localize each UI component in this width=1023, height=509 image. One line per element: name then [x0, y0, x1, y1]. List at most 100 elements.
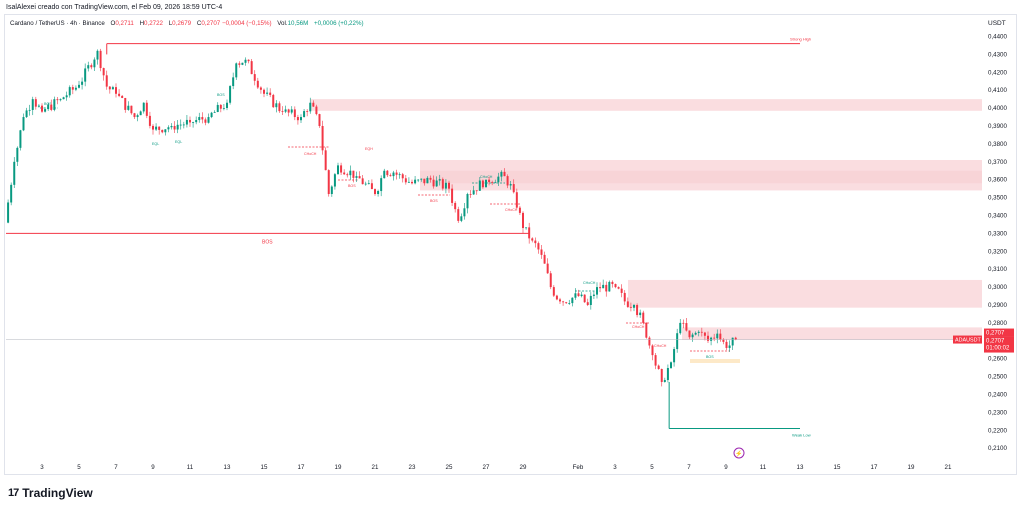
- time-tick: 13: [224, 464, 231, 471]
- legend-close-label: C: [196, 20, 202, 27]
- candle-body: [448, 182, 450, 189]
- price-tick: 0,2100: [988, 445, 1007, 452]
- candle-body: [389, 175, 392, 177]
- candle-body: [136, 115, 139, 118]
- price-tick: 0,3300: [988, 230, 1007, 237]
- symbol-label-bg: [953, 335, 982, 344]
- candle-body: [515, 192, 518, 208]
- candle-body: [404, 178, 407, 183]
- tradingview-logo-icon: 17: [8, 487, 19, 499]
- candle-body: [108, 86, 111, 90]
- candle-body: [602, 284, 605, 289]
- time-tick: 23: [409, 464, 416, 471]
- candle-body: [256, 80, 259, 88]
- candle-body: [235, 63, 238, 78]
- candle-body: [22, 117, 25, 131]
- candle-body: [592, 294, 595, 296]
- candle-body: [244, 59, 247, 63]
- candle-body: [682, 322, 685, 324]
- time-tick: 17: [871, 464, 878, 471]
- price-tick: 0,4000: [988, 105, 1007, 112]
- candle-body: [583, 294, 586, 303]
- candle-body: [312, 102, 315, 107]
- candle-body: [528, 227, 531, 239]
- candle-body: [78, 84, 80, 88]
- candle-body: [219, 104, 222, 109]
- candle-body: [374, 189, 376, 195]
- candle-body: [238, 63, 241, 65]
- legend-change-2: +0,0006 (+0,22%): [313, 20, 364, 27]
- tradingview-logo[interactable]: 17 TradingView: [8, 486, 93, 500]
- price-label-bg: [984, 336, 1014, 353]
- candle-body: [460, 216, 463, 221]
- time-tick: 27: [483, 464, 490, 471]
- candle-body: [349, 170, 352, 176]
- candle-body: [111, 87, 114, 90]
- legend-high: 0,2722: [144, 20, 163, 27]
- candle-body: [321, 126, 324, 151]
- structure-label: EQL: [152, 142, 159, 146]
- candle-body: [654, 355, 657, 366]
- candle-body: [179, 124, 182, 126]
- candle-body: [358, 176, 361, 179]
- candle-body: [555, 295, 558, 300]
- supply-zone: [420, 170, 982, 184]
- candle-body: [710, 337, 713, 341]
- price-tick: 0,4200: [988, 69, 1007, 76]
- candle-body: [518, 207, 521, 213]
- candle-body: [707, 335, 709, 341]
- candle-body: [192, 122, 195, 123]
- structure-label: EQL: [175, 140, 182, 144]
- candle-body: [229, 86, 232, 103]
- candle-body: [703, 332, 706, 336]
- candle-body: [543, 254, 546, 264]
- candle-body: [614, 284, 617, 288]
- candle-body: [216, 104, 219, 112]
- candle-body: [438, 179, 441, 181]
- candle-body: [87, 65, 90, 69]
- candle-body: [259, 87, 262, 90]
- candle-body: [599, 287, 602, 289]
- candle-body: [232, 77, 235, 87]
- candle-body: [552, 287, 555, 296]
- current-price-value: 0,2707: [986, 339, 1005, 345]
- legend-vol-label: Vol.: [277, 20, 288, 27]
- candle-body: [401, 174, 404, 179]
- lightning-icon: ⚡: [735, 450, 742, 458]
- candle-body: [53, 99, 56, 110]
- candle-body: [361, 178, 364, 185]
- demand-zone: [690, 359, 740, 363]
- candle-body: [580, 294, 583, 297]
- candle-body: [284, 109, 287, 112]
- candle-body: [346, 174, 349, 176]
- candle-body: [494, 182, 497, 184]
- candle-body: [198, 117, 201, 121]
- legend-open-label: O: [110, 20, 116, 27]
- candle-body: [491, 182, 494, 183]
- candle-body: [204, 119, 207, 123]
- candle-body: [324, 150, 327, 171]
- candle-body: [10, 184, 13, 203]
- candle-body: [170, 126, 173, 128]
- chart-frame[interactable]: [4, 14, 1017, 475]
- candle-body: [139, 111, 142, 116]
- candle-body: [429, 177, 432, 180]
- candle-body: [142, 102, 145, 112]
- candle-body: [355, 176, 358, 178]
- price-tick: 0,2800: [988, 320, 1007, 327]
- candle-body: [719, 333, 722, 340]
- candle-body: [639, 312, 642, 316]
- currency-label[interactable]: USDT: [988, 20, 1006, 27]
- candle-body: [679, 322, 682, 334]
- candle-body: [296, 117, 299, 121]
- supply-zone: [310, 99, 982, 111]
- legend-low: 0,2679: [172, 20, 192, 27]
- candle-body: [651, 345, 654, 356]
- structure-label: CHoCH: [632, 325, 645, 329]
- candle-body: [444, 182, 447, 189]
- price-tick: 0,4400: [988, 34, 1007, 41]
- candle-body: [145, 102, 148, 116]
- candle-body: [716, 333, 719, 339]
- candle-body: [457, 209, 460, 221]
